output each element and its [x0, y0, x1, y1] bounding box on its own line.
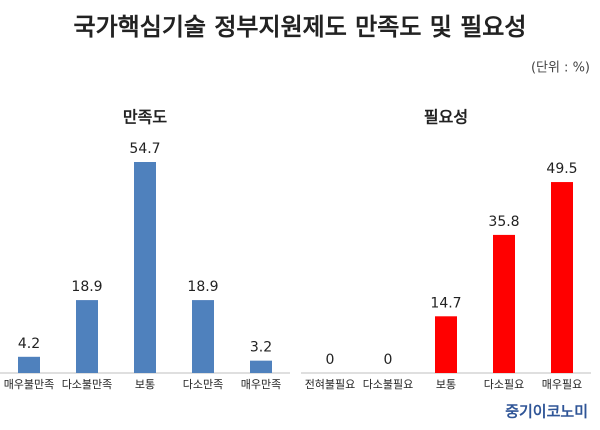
bar	[551, 182, 573, 373]
x-tick-label: 다소만족	[183, 378, 223, 391]
bar	[134, 162, 156, 373]
bar	[250, 360, 272, 373]
bar	[493, 234, 515, 373]
value-label: 54.7	[129, 141, 160, 157]
value-label: 49.5	[546, 161, 577, 177]
x-tick-label: 다소불필요	[363, 378, 414, 391]
bar	[18, 356, 40, 373]
chart-title: 만족도	[123, 108, 167, 127]
value-label: 4.2	[18, 336, 40, 352]
value-label: 3.2	[250, 340, 272, 356]
value-label: 18.9	[187, 279, 218, 295]
value-label: 0	[326, 352, 335, 368]
value-label: 14.7	[430, 295, 461, 311]
value-label: 0	[384, 352, 393, 368]
page-title: 국가핵심기술 정부지원제도 만족도 및 필요성	[74, 13, 527, 41]
x-tick-label: 다소필요	[484, 378, 524, 391]
value-label: 35.8	[488, 214, 519, 230]
bar	[192, 300, 214, 373]
x-tick-label: 보통	[135, 378, 155, 391]
x-tick-label: 매우필요	[542, 378, 582, 391]
x-tick-label: 다소불만족	[62, 378, 113, 391]
value-label: 18.9	[71, 279, 102, 295]
x-tick-label: 보통	[436, 378, 456, 391]
unit-note: (단위 : %)	[531, 61, 590, 76]
x-tick-label: 전혀불필요	[305, 378, 356, 391]
bar	[435, 316, 457, 373]
x-tick-label: 매우불만족	[4, 378, 55, 391]
bar	[76, 300, 98, 373]
chart-title: 필요성	[424, 108, 468, 127]
x-tick-label: 매우만족	[241, 378, 281, 391]
source: 중기이코노미	[505, 403, 588, 421]
